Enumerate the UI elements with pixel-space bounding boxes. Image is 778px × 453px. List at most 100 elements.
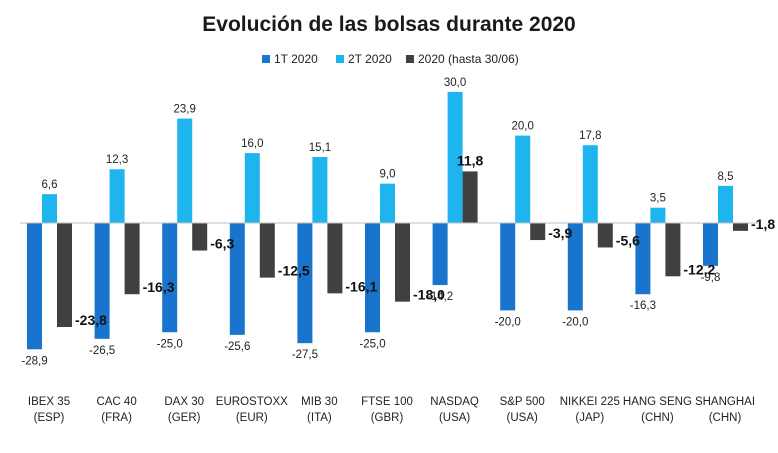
category-label-3: DAX 30 <box>164 396 204 408</box>
data-label-s1-2: -26,5 <box>89 345 115 357</box>
data-label-s3-4: -12,5 <box>278 263 310 279</box>
bar-s1-4 <box>229 223 245 335</box>
data-label-s2-9: 17,8 <box>579 130 601 142</box>
data-label-s2-11: 8,5 <box>718 171 734 183</box>
category-label-2: CAC 40 <box>96 396 136 408</box>
category-label-4: EUROSTOXX <box>216 396 288 408</box>
bar-s1-6 <box>365 223 380 333</box>
category-label-10: HANG SENG <box>623 396 692 408</box>
bar-s3-7 <box>462 171 478 223</box>
bar-s1-11 <box>703 223 718 266</box>
bar-s1-1 <box>27 223 42 350</box>
data-label-s1-9: -20,0 <box>562 316 588 328</box>
data-label-s3-11: -1,8 <box>751 216 775 232</box>
bar-s2-3 <box>177 118 193 223</box>
data-label-s3-1: -23,8 <box>75 312 107 328</box>
value-labels-layer: -28,9 6,6 -23,8 -26,5 12,3 -16,3 -25,0 23,9 -6,3… <box>21 77 775 367</box>
bar-s2-9 <box>582 145 598 223</box>
bar-s3-6 <box>395 223 410 302</box>
data-label-s1-1: -28,9 <box>21 355 47 367</box>
category-label-8: S&P 500 <box>500 396 545 408</box>
data-label-s2-1: 6,6 <box>42 179 58 191</box>
data-label-s2-3: 23,9 <box>174 104 196 116</box>
data-label-s2-4: 16,0 <box>241 138 263 150</box>
data-label-s1-6: -25,0 <box>359 338 385 350</box>
bar-s3-1 <box>57 223 72 328</box>
bar-s3-9 <box>597 223 613 248</box>
bar-s3-2 <box>124 223 140 295</box>
bar-s2-1 <box>42 194 57 223</box>
bar-s3-8 <box>530 223 546 241</box>
data-label-s3-3: -6,3 <box>210 236 234 252</box>
data-label-s2-10: 3,5 <box>650 193 666 205</box>
category-sublabel-11: (CHN) <box>709 412 742 424</box>
data-label-s3-10: -12,2 <box>683 261 715 277</box>
bar-s1-9 <box>567 223 583 311</box>
bar-s2-4 <box>244 153 260 223</box>
data-label-s3-9: -5,6 <box>616 232 640 248</box>
bar-s2-5 <box>312 157 328 223</box>
bar-s2-7 <box>447 91 463 224</box>
category-label-7: NASDAQ <box>430 396 479 408</box>
bar-s1-7 <box>432 223 448 286</box>
category-sublabel-5: (ITA) <box>307 412 332 424</box>
bar-s2-8 <box>515 135 531 223</box>
chart-title: Evolución de las bolsas durante 2020 <box>202 13 575 36</box>
category-sublabel-8: (USA) <box>507 412 538 424</box>
category-sublabel-3: (GER) <box>168 412 201 424</box>
legend: 1T 2020 2T 2020 2020 (hasta 30/06) <box>262 52 519 66</box>
data-label-s2-6: 9,0 <box>380 169 396 181</box>
category-sublabel-1: (ESP) <box>34 412 65 424</box>
bars-layer <box>27 91 748 350</box>
legend-label-3: 2020 (hasta 30/06) <box>418 52 519 66</box>
category-label-11: SHANGHAI <box>695 396 755 408</box>
bar-s2-2 <box>109 169 125 223</box>
bar-s1-5 <box>297 223 313 344</box>
legend-label-1: 1T 2020 <box>274 52 318 66</box>
bar-s3-11 <box>733 223 748 231</box>
data-label-s2-5: 15,1 <box>309 142 331 154</box>
legend-label-2: 2T 2020 <box>348 52 392 66</box>
data-label-s1-10: -16,3 <box>630 300 656 312</box>
data-label-s3-8: -3,9 <box>548 225 572 241</box>
category-label-9: NIKKEI 225 <box>560 396 620 408</box>
category-sublabel-10: (CHN) <box>641 412 674 424</box>
category-label-1: IBEX 35 <box>28 396 70 408</box>
bar-s3-5 <box>327 223 343 294</box>
bar-s3-4 <box>259 223 275 278</box>
category-sublabel-2: (FRA) <box>101 412 132 424</box>
data-label-s1-8: -20,0 <box>495 316 521 328</box>
bar-s2-6 <box>380 183 395 223</box>
category-sublabel-6: (GBR) <box>371 412 404 424</box>
data-label-s2-2: 12,3 <box>106 154 128 166</box>
category-sublabel-9: (JAP) <box>575 412 604 424</box>
bar-s1-8 <box>500 223 516 311</box>
bar-s1-2 <box>94 223 110 339</box>
data-label-s1-5: -27,5 <box>292 349 318 361</box>
data-label-s3-6: -18,0 <box>413 287 445 303</box>
bar-s1-3 <box>162 223 178 333</box>
data-label-s2-7: 30,0 <box>444 77 466 89</box>
legend-swatch-3 <box>406 55 414 63</box>
data-label-s2-8: 20,0 <box>512 121 534 133</box>
legend-swatch-1 <box>262 55 270 63</box>
bar-s3-10 <box>665 223 681 277</box>
category-label-5: MIB 30 <box>301 396 337 408</box>
bar-s2-10 <box>650 207 666 223</box>
data-label-s3-2: -16,3 <box>143 279 175 295</box>
data-label-s3-7: 11,8 <box>457 152 484 168</box>
category-sublabel-4: (EUR) <box>236 412 268 424</box>
bar-s2-11 <box>718 185 733 223</box>
category-sublabel-7: (USA) <box>439 412 470 424</box>
legend-swatch-2 <box>336 55 344 63</box>
data-label-s1-3: -25,0 <box>157 338 183 350</box>
category-label-6: FTSE 100 <box>361 396 413 408</box>
data-label-s1-4: -25,6 <box>224 341 250 353</box>
data-label-s1-7: -14,2 <box>427 291 453 303</box>
bar-s1-10 <box>635 223 651 295</box>
data-label-s1-11: -9,8 <box>701 272 721 284</box>
bar-s3-3 <box>192 223 208 251</box>
data-label-s3-5: -16,1 <box>345 278 377 294</box>
category-labels-layer: IBEX 35 (ESP) CAC 40 (FRA) DAX 30 (GER) EUROST… <box>28 396 755 424</box>
